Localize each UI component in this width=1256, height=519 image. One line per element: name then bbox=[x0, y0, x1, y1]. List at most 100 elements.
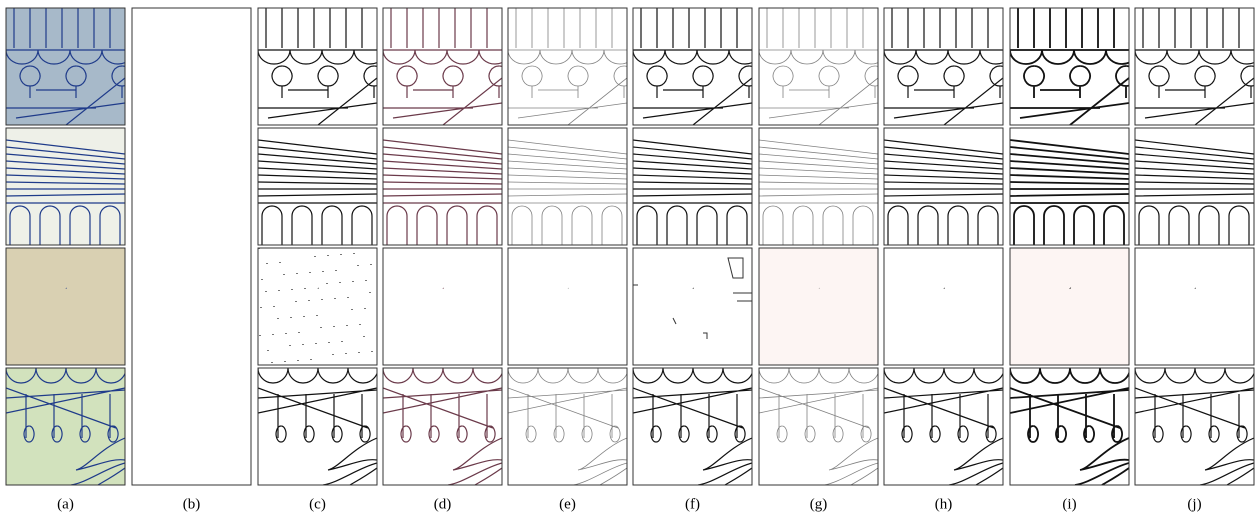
speckle bbox=[291, 289, 293, 290]
image-tile bbox=[1010, 248, 1129, 365]
image-tile bbox=[1135, 248, 1254, 365]
tile-background bbox=[884, 128, 1003, 245]
line-art bbox=[1070, 288, 1071, 289]
speckle bbox=[345, 353, 347, 354]
tile-background bbox=[383, 128, 502, 245]
speckle bbox=[295, 301, 297, 302]
speckle bbox=[309, 272, 311, 273]
speckle bbox=[321, 299, 323, 300]
tile-background bbox=[508, 368, 627, 485]
tile-background bbox=[884, 248, 1003, 365]
speckle bbox=[327, 255, 329, 256]
line-art bbox=[819, 288, 820, 289]
speckle bbox=[339, 282, 341, 283]
image-tile bbox=[508, 8, 636, 125]
image-tile bbox=[1010, 128, 1129, 245]
tile-background bbox=[258, 368, 377, 485]
speckle bbox=[358, 352, 360, 353]
tile-content bbox=[944, 288, 945, 289]
speckle bbox=[271, 362, 273, 363]
image-tile bbox=[759, 128, 878, 245]
image-tile bbox=[759, 368, 879, 485]
image-tile bbox=[884, 368, 1004, 485]
image-tile bbox=[258, 8, 386, 125]
speckle bbox=[289, 345, 291, 346]
line-art bbox=[443, 288, 444, 289]
speckle bbox=[277, 318, 279, 319]
speckle bbox=[352, 281, 354, 282]
panel-label: (d) bbox=[434, 496, 452, 512]
speckle bbox=[334, 298, 336, 299]
image-tile bbox=[759, 8, 887, 125]
line-art bbox=[318, 288, 319, 289]
speckle bbox=[298, 332, 300, 333]
speckle bbox=[346, 325, 348, 326]
tile-content bbox=[66, 288, 67, 289]
speckle bbox=[297, 360, 299, 361]
speckle bbox=[315, 343, 317, 344]
image-tile bbox=[508, 368, 628, 485]
speckle bbox=[267, 350, 269, 351]
speckle bbox=[259, 335, 261, 336]
speckle bbox=[332, 354, 334, 355]
panel-label: (h) bbox=[935, 496, 953, 512]
speckle bbox=[279, 262, 281, 263]
tile-background bbox=[633, 368, 752, 485]
speckle bbox=[260, 307, 262, 308]
speckle bbox=[341, 341, 343, 342]
image-tile bbox=[633, 128, 752, 245]
image-tile bbox=[508, 128, 627, 245]
tile-content bbox=[568, 288, 569, 289]
speckle bbox=[285, 333, 287, 334]
tile-content bbox=[1070, 288, 1071, 289]
speckle bbox=[314, 256, 316, 257]
panel-label: (b) bbox=[183, 496, 201, 512]
tile-background bbox=[383, 368, 502, 485]
tile-background bbox=[6, 128, 125, 245]
speckle bbox=[369, 292, 371, 293]
image-tile bbox=[759, 248, 878, 365]
line-art bbox=[1195, 288, 1196, 289]
tile-background bbox=[759, 128, 878, 245]
speckle bbox=[310, 359, 312, 360]
speckle bbox=[363, 336, 365, 337]
tile-background bbox=[6, 368, 125, 485]
speckle bbox=[353, 253, 355, 254]
tile-background bbox=[383, 248, 502, 365]
tile-background bbox=[1135, 368, 1254, 485]
image-tile bbox=[6, 368, 126, 485]
tile-background bbox=[508, 128, 627, 245]
tile-background bbox=[6, 248, 125, 365]
speckle bbox=[322, 271, 324, 272]
image-tile bbox=[1135, 368, 1255, 485]
speckle bbox=[328, 342, 330, 343]
speckle bbox=[296, 273, 298, 274]
speckle bbox=[284, 361, 286, 362]
image-tile bbox=[6, 8, 134, 125]
speckle bbox=[370, 264, 372, 265]
speckle bbox=[359, 324, 361, 325]
tile-background bbox=[633, 128, 752, 245]
speckle bbox=[351, 309, 353, 310]
speckle bbox=[340, 254, 342, 255]
image-tile bbox=[884, 248, 1003, 365]
speckle bbox=[290, 317, 292, 318]
speckle bbox=[273, 306, 275, 307]
image-tile bbox=[508, 248, 627, 365]
tile-background bbox=[1010, 368, 1129, 485]
tile-background bbox=[759, 8, 878, 125]
line-art bbox=[944, 288, 945, 289]
speckle bbox=[265, 291, 267, 292]
speckle bbox=[347, 297, 349, 298]
speckle bbox=[364, 308, 366, 309]
blank-panel bbox=[132, 8, 251, 485]
panel-label: (a) bbox=[57, 496, 74, 512]
speckle bbox=[365, 280, 367, 281]
line-art bbox=[693, 288, 694, 289]
speckle bbox=[333, 326, 335, 327]
image-tile bbox=[633, 8, 761, 125]
image-tile bbox=[884, 8, 1012, 125]
speckle bbox=[320, 327, 322, 328]
tile-background bbox=[258, 248, 377, 365]
line-art bbox=[66, 288, 67, 289]
